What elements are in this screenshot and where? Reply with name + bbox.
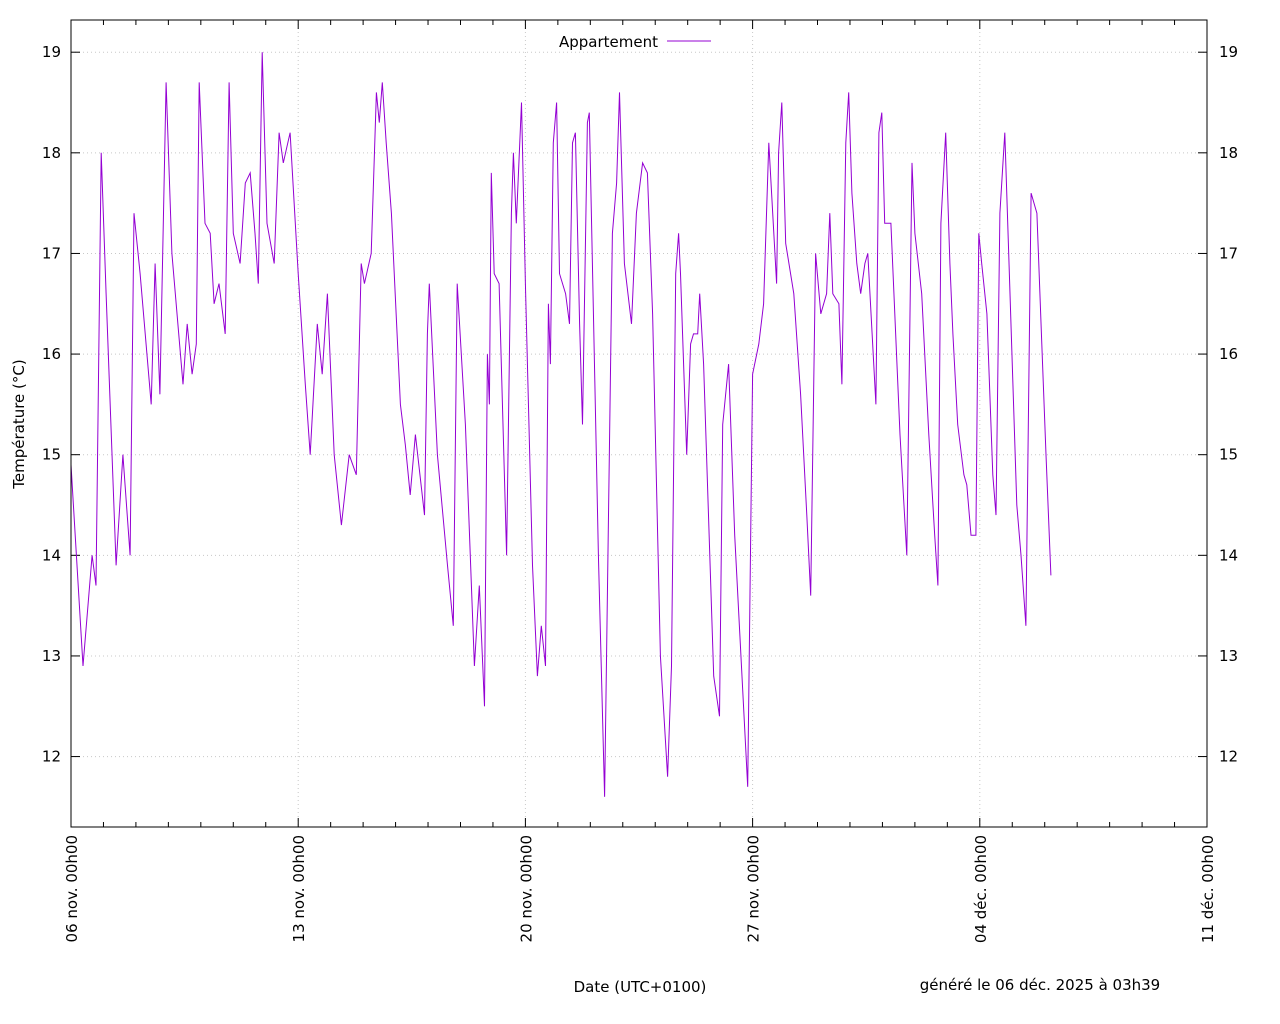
- grid: [71, 20, 1207, 827]
- x-tick-label: 27 nov. 00h00: [745, 835, 763, 942]
- y2-tick-label: 12: [1219, 748, 1238, 766]
- x-tick-label: 20 nov. 00h00: [517, 835, 535, 942]
- y-tick-label: 17: [42, 244, 61, 262]
- y-tick-label: 12: [42, 748, 61, 766]
- y-tick-label: 16: [42, 345, 61, 363]
- y-tick-label: 15: [42, 446, 61, 464]
- legend: Appartement: [559, 33, 711, 51]
- x-axis-title: Date (UTC+0100): [574, 978, 707, 996]
- y2-tick-label: 16: [1219, 345, 1238, 363]
- y-tick-label: 14: [42, 546, 61, 564]
- axis-ticks: 12 12 13 13 14 14 15 15 16 16 17 17 18 18 19 19 06 nov. …: [42, 20, 1238, 943]
- generated-timestamp: généré le 06 déc. 2025 à 03h39: [920, 976, 1160, 994]
- x-tick-label: 04 déc. 00h00: [972, 835, 990, 943]
- plot-border: [70, 19, 1208, 828]
- y-tick-label: 19: [42, 43, 61, 61]
- x-tick-label: 13 nov. 00h00: [290, 835, 308, 942]
- x-tick-label: 06 nov. 00h00: [63, 835, 81, 942]
- y2-tick-label: 18: [1219, 144, 1238, 162]
- x-tick-label: 11 déc. 00h00: [1199, 835, 1217, 943]
- y2-tick-label: 19: [1219, 43, 1238, 61]
- y-tick-label: 18: [42, 144, 61, 162]
- y2-tick-label: 17: [1219, 244, 1238, 262]
- legend-label: Appartement: [559, 33, 658, 51]
- y2-tick-label: 14: [1219, 546, 1238, 564]
- y2-tick-label: 13: [1219, 647, 1238, 665]
- y-tick-label: 13: [42, 647, 61, 665]
- series-line-appartement: [70, 52, 1052, 797]
- y-axis-title: Température (°C): [10, 359, 28, 489]
- y2-tick-label: 15: [1219, 446, 1238, 464]
